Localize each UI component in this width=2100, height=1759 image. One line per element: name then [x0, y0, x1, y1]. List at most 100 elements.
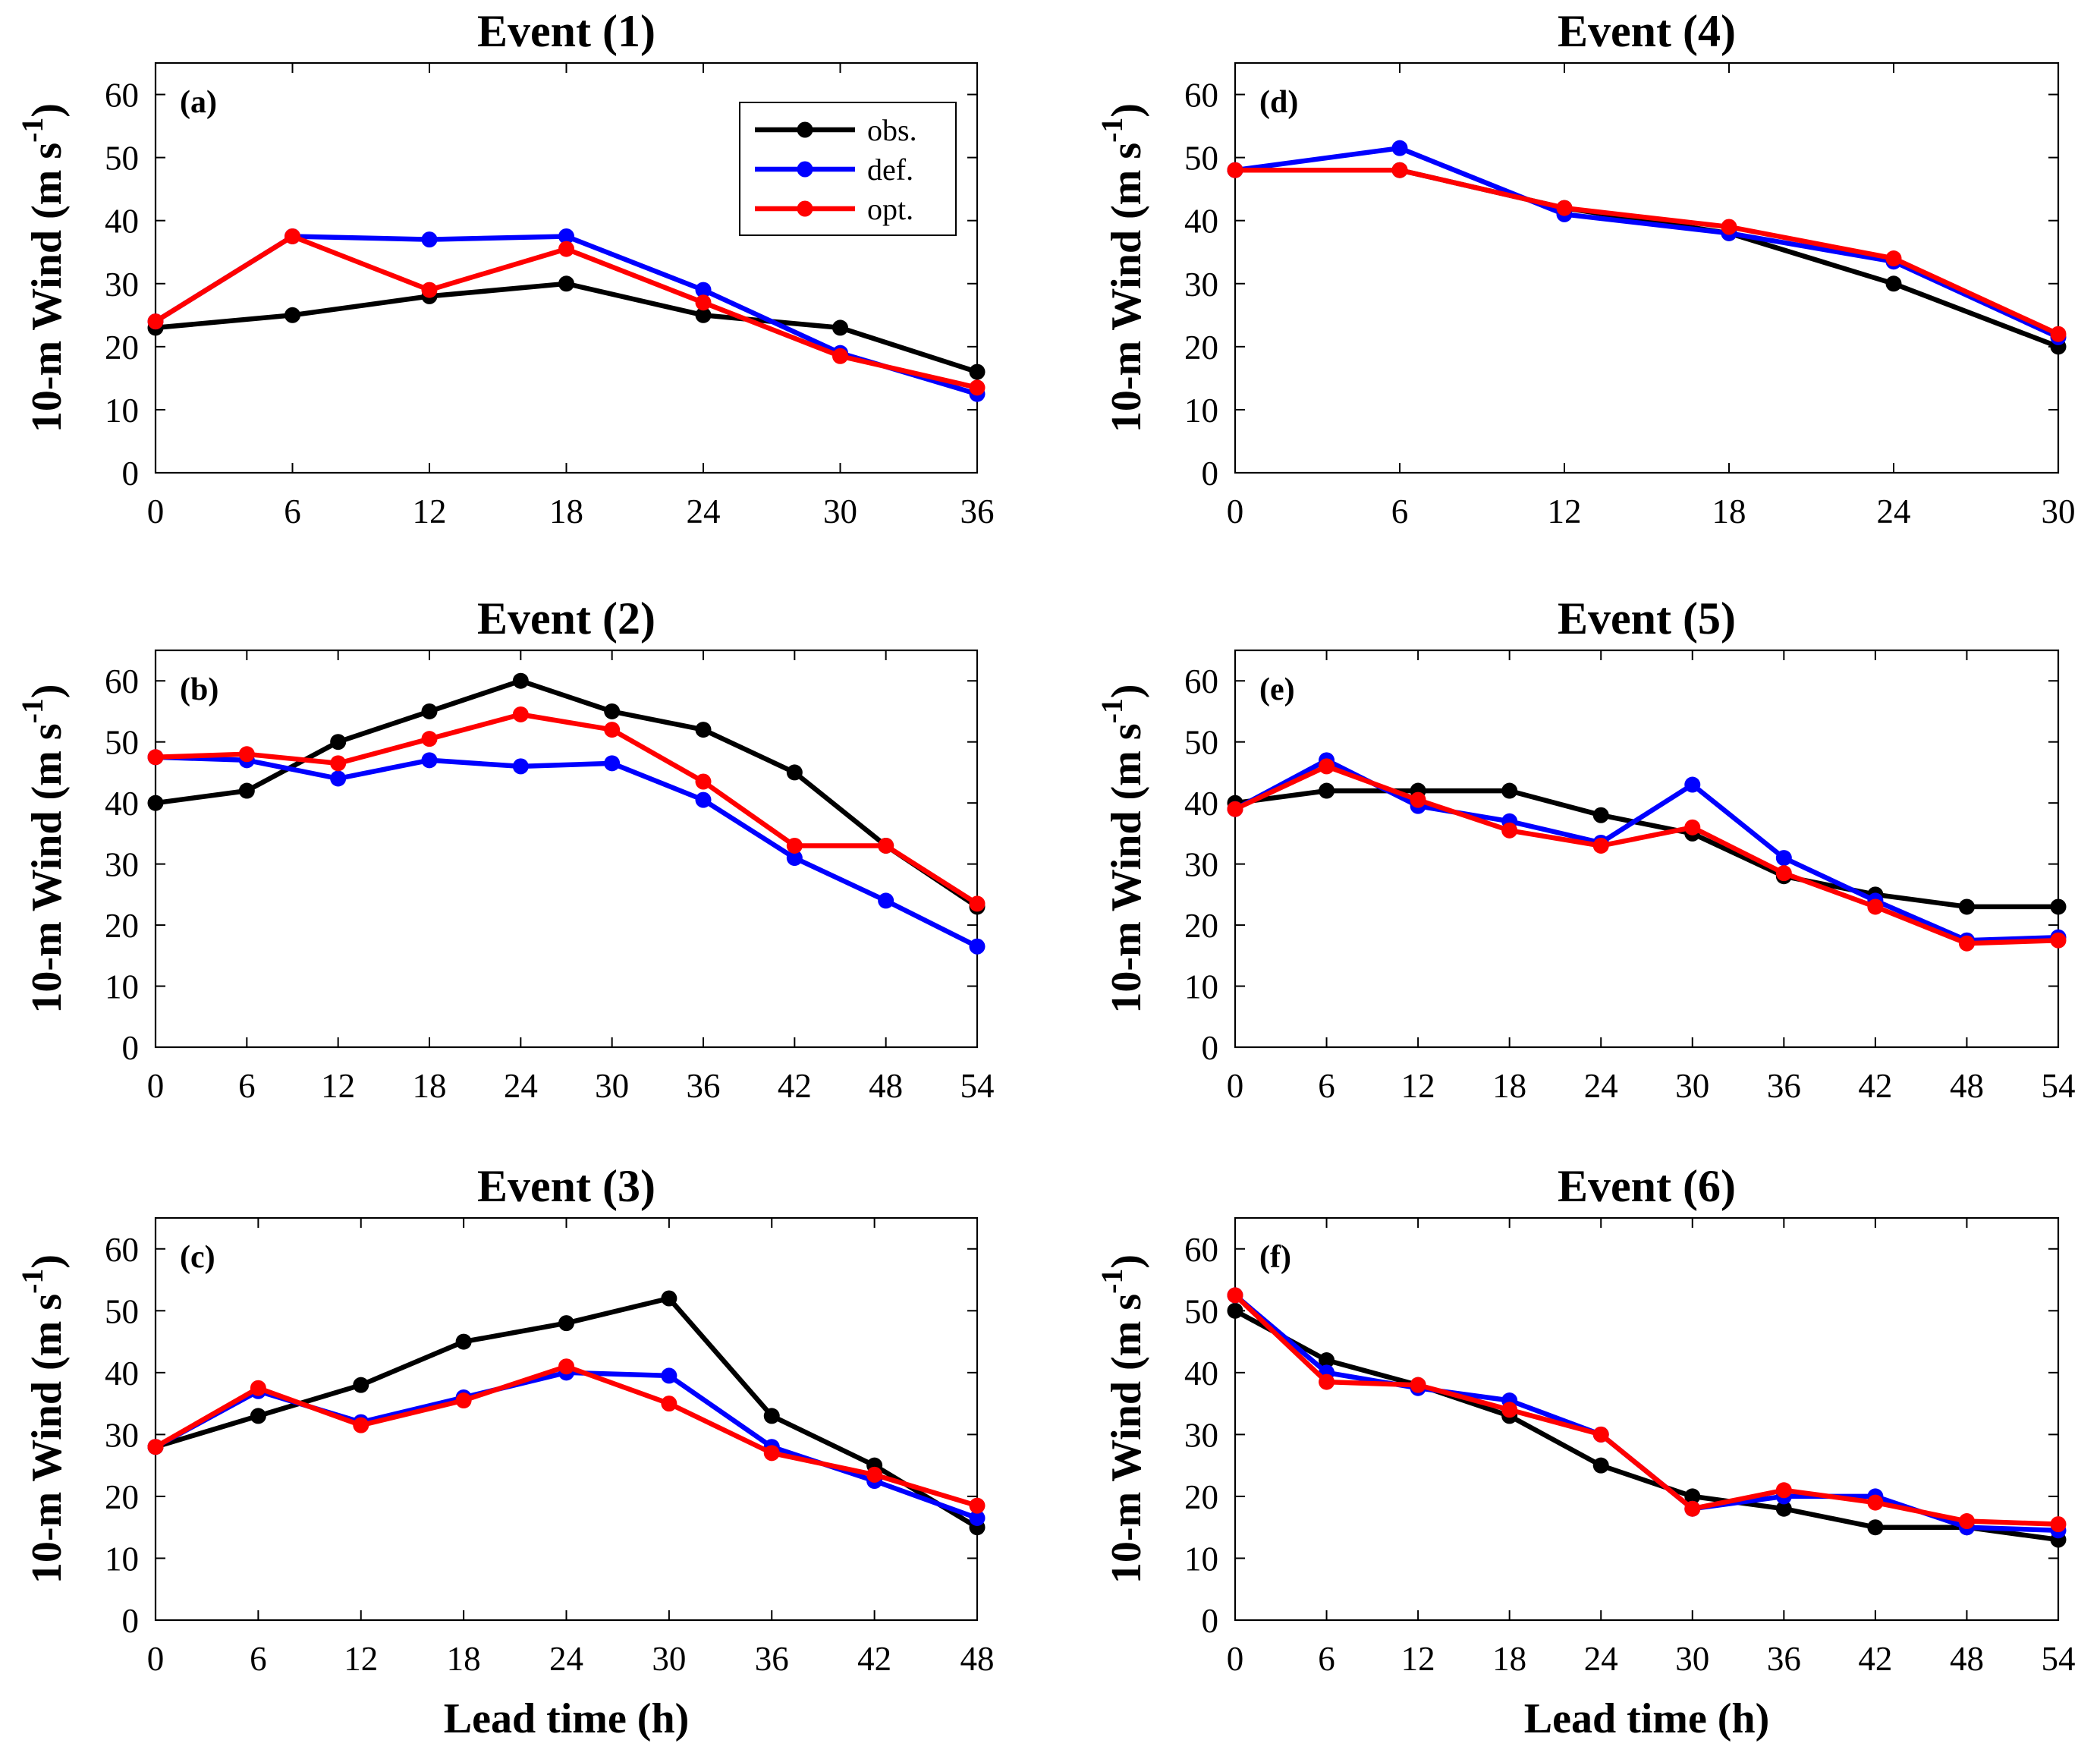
x-tick-label: 24 — [1584, 1640, 1618, 1678]
data-point — [1319, 758, 1335, 775]
data-point — [1592, 1457, 1609, 1474]
y-tick-label: 0 — [1202, 1602, 1219, 1640]
y-tick-label: 20 — [1184, 907, 1218, 945]
y-axis-label-close: ) — [24, 1254, 71, 1269]
data-point — [969, 379, 986, 396]
data-point — [2050, 1516, 2067, 1533]
y-tick-label: 50 — [105, 1292, 139, 1330]
x-tick-label: 12 — [413, 492, 447, 530]
data-point — [878, 837, 894, 854]
series-def — [1227, 1287, 2067, 1539]
x-tick-label: 18 — [413, 1067, 447, 1105]
y-tick-label: 0 — [1202, 1029, 1219, 1067]
y-tick-label: 40 — [1184, 1355, 1218, 1392]
panel-title: Event (3) — [477, 1161, 655, 1211]
data-point — [1775, 865, 1792, 882]
series-opt — [147, 228, 986, 396]
y-axis-label: 10-m Wind (m s-1) — [15, 1254, 71, 1584]
x-tick-label: 12 — [1401, 1640, 1435, 1678]
plot-frame — [1234, 649, 2060, 1049]
y-axis-label: 10-m Wind (m s-1) — [15, 103, 71, 433]
y-axis-label: 10-m Wind (m s-1) — [1095, 103, 1150, 433]
panel-title: Event (1) — [477, 6, 655, 56]
data-point — [1501, 822, 1518, 839]
x-tick-label: 24 — [1877, 492, 1911, 530]
y-tick-label: 20 — [1184, 1478, 1218, 1516]
data-point — [2050, 898, 2067, 915]
y-tick-label: 50 — [1184, 140, 1218, 178]
series-line — [1234, 788, 2058, 910]
data-point — [695, 282, 712, 298]
data-point — [512, 672, 529, 689]
data-point — [421, 752, 438, 769]
data-point — [512, 758, 529, 775]
chart-panel-5: Event (5) (e) 0 10 20 30 40 50 60 0 6 12 18 24 30 36 42 4… — [1095, 593, 2076, 1105]
data-point — [1958, 898, 1975, 915]
x-tick-label: 6 — [284, 492, 301, 530]
x-tick-label: 0 — [1227, 1640, 1244, 1678]
series-line — [1235, 167, 2060, 337]
data-point — [786, 837, 803, 854]
chart-panel-3: Event (3) (c) 0 10 20 30 40 50 60 0 6 12 18 24 30 36 42 4… — [15, 1161, 995, 1742]
series-line — [154, 234, 978, 390]
y-tick-label: 30 — [105, 266, 139, 304]
panel-title: Event (4) — [1558, 6, 1736, 56]
data-point — [1391, 162, 1408, 178]
data-point — [695, 307, 712, 323]
y-tick-label: 10 — [105, 1540, 139, 1578]
y-tick-label: 60 — [105, 1231, 139, 1269]
x-tick-label: 6 — [1318, 1640, 1335, 1678]
series-line — [155, 1295, 979, 1530]
series-obs — [1227, 782, 2067, 915]
plot-frame — [1234, 1216, 2060, 1622]
x-tick-label: 30 — [1675, 1640, 1709, 1678]
series-line — [155, 678, 979, 909]
series-def — [1227, 752, 2067, 949]
y-tick-label: 20 — [105, 907, 139, 945]
data-point — [1592, 837, 1609, 854]
data-point — [1227, 1302, 1243, 1319]
y-tick-label: 40 — [105, 785, 139, 823]
data-point — [866, 1466, 883, 1483]
y-tick-label: 50 — [105, 724, 139, 762]
x-tick-label: 24 — [504, 1067, 538, 1105]
series-def — [147, 1364, 986, 1526]
data-point — [330, 755, 347, 772]
y-axis-label: 10-m Wind (m s-1) — [1095, 684, 1150, 1013]
data-point — [1684, 819, 1701, 835]
data-point — [969, 1509, 986, 1526]
series-line — [155, 712, 979, 906]
x-tick-label: 6 — [1391, 492, 1409, 530]
plot-frame — [154, 1216, 979, 1622]
series-opt — [147, 1358, 986, 1514]
series-line — [1233, 1293, 2059, 1527]
data-point — [147, 749, 164, 766]
data-point — [763, 1445, 780, 1462]
x-tick-label: 36 — [960, 492, 995, 530]
y-axis-label-text: 10-m Wind (m s — [1103, 143, 1150, 433]
panel-label: (d) — [1259, 85, 1298, 120]
data-point — [1958, 1513, 1975, 1530]
data-point — [1684, 1500, 1701, 1517]
data-point — [330, 770, 347, 787]
data-point — [353, 1417, 369, 1433]
y-axis-label-text: 10-m Wind (m s — [24, 723, 71, 1013]
data-point — [969, 1497, 986, 1514]
y-axis-label-superscript: -1 — [1095, 698, 1129, 723]
legend-label: obs. — [867, 113, 917, 147]
y-tick-label: 10 — [1184, 392, 1218, 430]
y-tick-label: 20 — [105, 1478, 139, 1516]
data-point — [763, 1408, 780, 1424]
data-point — [147, 1439, 164, 1455]
x-tick-label: 6 — [250, 1640, 267, 1678]
y-axis-label-superscript: -1 — [1095, 1269, 1129, 1294]
data-point — [147, 313, 164, 330]
data-point — [421, 703, 438, 719]
y-tick-label: 10 — [105, 968, 139, 1006]
y-axis-label: 10-m Wind (m s-1) — [15, 684, 71, 1013]
data-point — [604, 722, 621, 738]
data-point — [1775, 1500, 1792, 1517]
x-tick-label: 30 — [652, 1640, 686, 1678]
data-point — [1319, 782, 1335, 799]
x-tick-label: 18 — [1492, 1067, 1526, 1105]
